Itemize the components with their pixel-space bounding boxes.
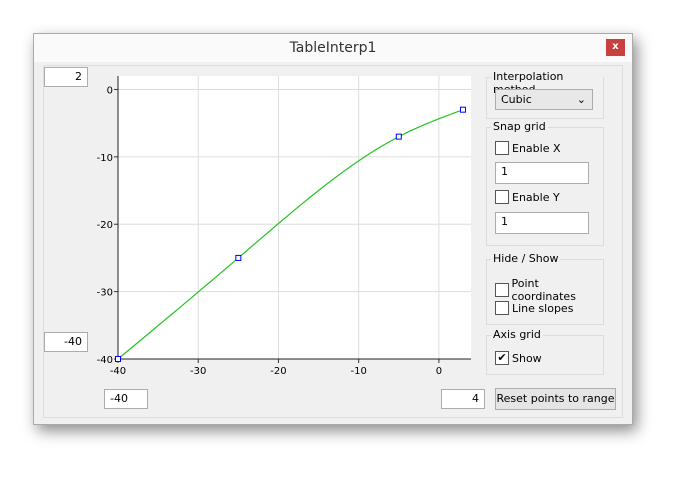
- y-tick-label: -30: [97, 288, 113, 299]
- dialog-window: TableInterp1 x 2 -40 -40 4 -40 -30 -20 -10 0…: [33, 33, 633, 425]
- x-tick-label: 0: [436, 366, 442, 377]
- line-slopes-label: Line slopes: [512, 301, 574, 315]
- enable-x-label: Enable X: [512, 141, 561, 155]
- point-coordinates-label: Point coordinates: [511, 277, 576, 303]
- interpolation-value: Cubic: [501, 93, 532, 106]
- snap-grid-group: Snap grid Enable X 1 Enable Y 1: [486, 120, 604, 246]
- plot-area: [118, 76, 471, 359]
- x-tick-label: -30: [190, 366, 206, 377]
- x-max-input[interactable]: 4: [441, 389, 485, 409]
- x-tick-label: -20: [270, 366, 286, 377]
- snap-grid-label: Snap grid: [491, 120, 548, 133]
- hide-show-group: Hide / Show Point coordinates Line slope…: [486, 252, 604, 325]
- snap-x-input[interactable]: 1: [495, 162, 589, 184]
- checkbox-box: [495, 141, 509, 155]
- y-min-input[interactable]: -40: [44, 332, 88, 352]
- line-slopes-checkbox[interactable]: Line slopes: [495, 301, 573, 315]
- axis-grid-label: Axis grid: [491, 328, 543, 341]
- client-area: [43, 65, 623, 418]
- control-point[interactable]: [115, 356, 121, 362]
- y-tick-label: -10: [97, 153, 113, 164]
- interpolated-curve: [117, 109, 464, 360]
- checkmark-icon: ✔: [495, 351, 509, 365]
- control-point[interactable]: [459, 106, 466, 113]
- interpolation-plot[interactable]: -40 -30 -20 -10 0 0 -10 -20 -30 -40: [34, 34, 494, 394]
- y-tick-label: 0: [107, 85, 113, 96]
- interpolation-select[interactable]: Cubic ⌄: [495, 89, 593, 110]
- snap-y-input[interactable]: 1: [495, 212, 589, 234]
- x-tick-label: -10: [351, 366, 367, 377]
- close-button[interactable]: x: [606, 39, 625, 56]
- show-grid-label: Show: [512, 351, 542, 365]
- reset-points-button[interactable]: Reset points to range: [495, 388, 616, 410]
- point-coordinates-checkbox[interactable]: Point coordinates: [495, 277, 603, 303]
- interpolation-group: Interpolation method Cubic⌄: [486, 70, 604, 119]
- enable-y-label: Enable Y: [512, 190, 560, 204]
- checkbox-box: [495, 190, 509, 204]
- control-point[interactable]: [395, 133, 402, 140]
- y-max-input[interactable]: 2: [44, 67, 88, 87]
- title-bar: TableInterp1 x: [34, 34, 632, 62]
- x-tick-label: -40: [110, 366, 126, 377]
- y-tick-label: -40: [97, 355, 113, 366]
- control-point[interactable]: [235, 254, 242, 261]
- checkbox-box: [495, 301, 509, 315]
- hide-show-label: Hide / Show: [491, 252, 561, 265]
- x-min-input[interactable]: -40: [104, 389, 148, 409]
- show-grid-checkbox[interactable]: ✔ Show: [495, 351, 542, 365]
- window-title: TableInterp1: [289, 40, 377, 56]
- enable-y-checkbox[interactable]: Enable Y: [495, 190, 560, 204]
- chevron-down-icon: ⌄: [576, 93, 586, 106]
- axis-grid-group: Axis grid ✔ Show: [486, 328, 604, 375]
- checkbox-box: [495, 283, 509, 297]
- y-tick-label: -20: [97, 220, 113, 231]
- enable-x-checkbox[interactable]: Enable X: [495, 141, 561, 155]
